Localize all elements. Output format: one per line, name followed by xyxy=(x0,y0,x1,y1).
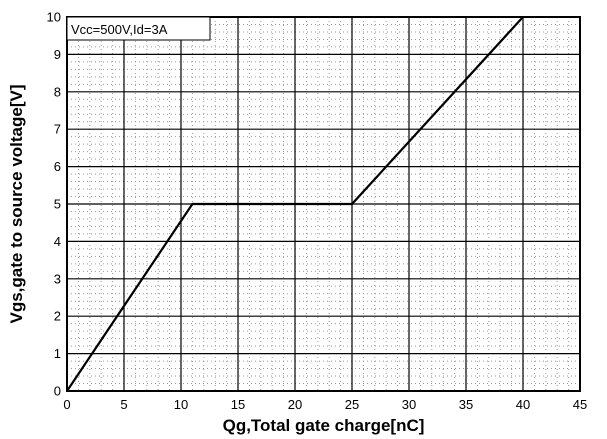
plot-frame xyxy=(66,16,581,392)
y-tick-label: 2 xyxy=(54,309,61,324)
x-tick-label: 10 xyxy=(174,397,188,412)
y-tick-labels: 0 1 2 3 4 5 6 7 8 9 10 xyxy=(47,10,61,399)
y-tick-label: 7 xyxy=(54,122,61,137)
x-tick-label: 20 xyxy=(288,397,302,412)
minor-grid xyxy=(67,17,580,391)
series-line xyxy=(66,16,524,392)
y-tick-label: 9 xyxy=(54,47,61,62)
x-tick-label: 5 xyxy=(120,397,127,412)
x-tick-label: 15 xyxy=(231,397,245,412)
legend-box: Vcc=500V,Id=3A xyxy=(66,16,211,41)
legend-annotation: Vcc=500V,Id=3A xyxy=(71,22,168,37)
y-tick-label: 1 xyxy=(54,346,61,361)
y-tick-label: 5 xyxy=(54,197,61,212)
x-tick-label: 30 xyxy=(402,397,416,412)
x-tick-label: 45 xyxy=(573,397,587,412)
legend-frame xyxy=(66,16,211,41)
y-tick-label: 10 xyxy=(47,10,61,25)
x-tick-labels: 0 5 10 15 20 25 30 35 40 45 xyxy=(63,397,587,412)
x-tick-label: 35 xyxy=(459,397,473,412)
y-tick-label: 0 xyxy=(54,384,61,399)
x-tick-label: 0 xyxy=(63,397,70,412)
x-axis-title: Qg,Total gate charge[nC] xyxy=(223,416,425,435)
y-tick-label: 3 xyxy=(54,271,61,286)
y-tick-label: 6 xyxy=(54,159,61,174)
x-tick-label: 40 xyxy=(516,397,530,412)
x-tick-label: 25 xyxy=(345,397,359,412)
y-tick-label: 8 xyxy=(54,84,61,99)
y-axis-title: Vgs,gate to source voltage[V] xyxy=(7,85,26,324)
y-tick-label: 4 xyxy=(54,234,61,249)
